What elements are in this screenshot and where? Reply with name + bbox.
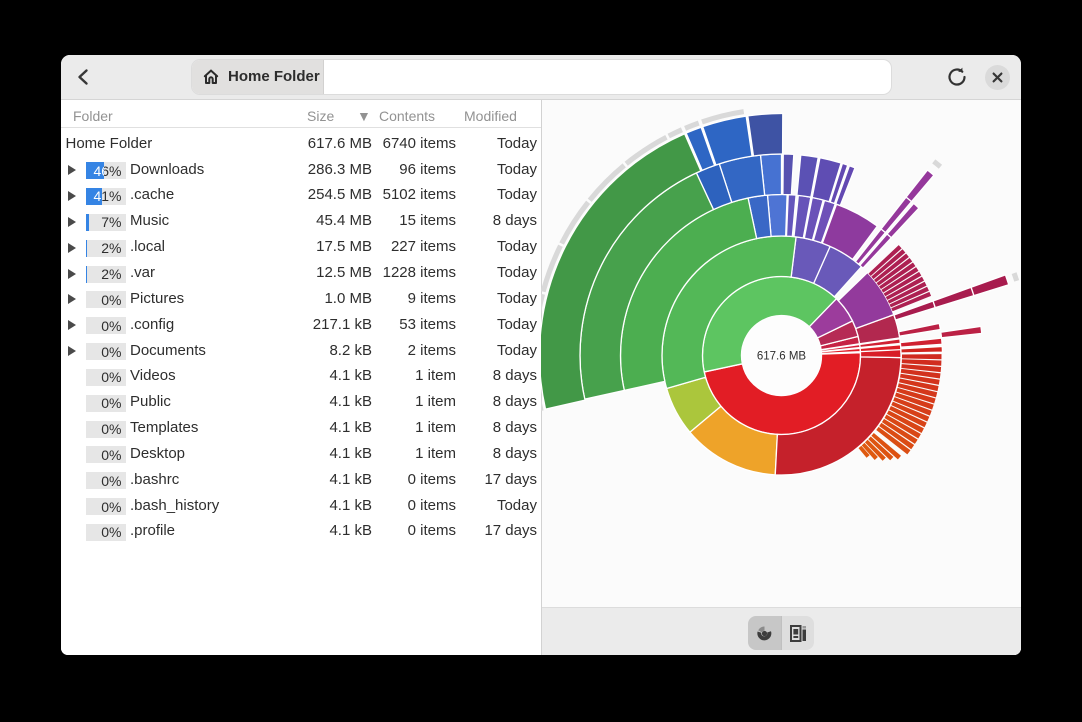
svg-text:617.6 MB: 617.6 MB <box>757 351 807 363</box>
